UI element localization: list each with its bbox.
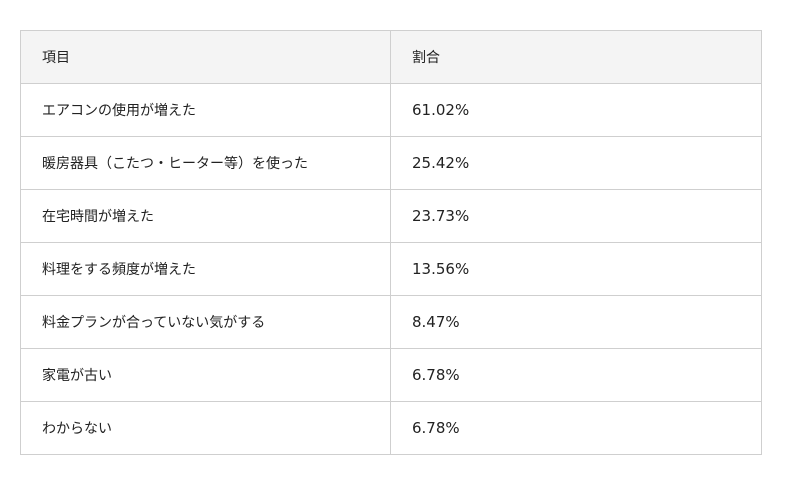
ratio-cell: 6.78% [390, 401, 762, 455]
item-cell: 料理をする頻度が増えた [20, 242, 391, 296]
header-row: 項目 割合 [20, 30, 762, 84]
header-item: 項目 [20, 30, 391, 84]
data-table: 項目 割合 エアコンの使用が増えた 61.02% 暖房器具（こたつ・ヒーター等）を使… [20, 30, 762, 455]
ratio-cell: 13.56% [390, 242, 762, 296]
table-row: わからない 6.78% [20, 401, 762, 455]
ratio-cell: 8.47% [390, 295, 762, 349]
table-row: 料金プランが合っていない気がする 8.47% [20, 295, 762, 349]
ratio-cell: 25.42% [390, 136, 762, 190]
table-row: エアコンの使用が増えた 61.02% [20, 83, 762, 137]
header-ratio: 割合 [390, 30, 762, 84]
item-cell: 家電が古い [20, 348, 391, 402]
table-row: 在宅時間が増えた 23.73% [20, 189, 762, 243]
ratio-cell: 23.73% [390, 189, 762, 243]
item-cell: わからない [20, 401, 391, 455]
ratio-cell: 61.02% [390, 83, 762, 137]
item-cell: エアコンの使用が増えた [20, 83, 391, 137]
item-cell: 暖房器具（こたつ・ヒーター等）を使った [20, 136, 391, 190]
item-cell: 在宅時間が増えた [20, 189, 391, 243]
table-row: 家電が古い 6.78% [20, 348, 762, 402]
table-row: 料理をする頻度が増えた 13.56% [20, 242, 762, 296]
ratio-cell: 6.78% [390, 348, 762, 402]
table-row: 暖房器具（こたつ・ヒーター等）を使った 25.42% [20, 136, 762, 190]
item-cell: 料金プランが合っていない気がする [20, 295, 391, 349]
